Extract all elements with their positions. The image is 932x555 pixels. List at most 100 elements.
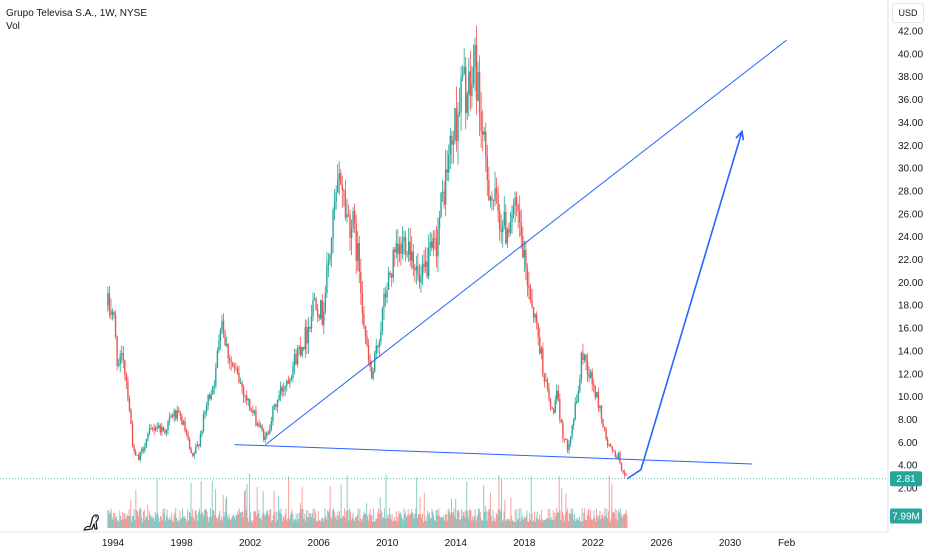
- volume-bar: [351, 517, 353, 528]
- candle-body: [207, 394, 209, 406]
- candle-body: [355, 222, 357, 261]
- volume-bar: [321, 517, 323, 528]
- candle-body: [187, 433, 189, 440]
- volume-bar: [501, 479, 503, 528]
- volume-bar: [152, 518, 154, 528]
- volume-bar: [309, 513, 311, 528]
- volume-bar: [544, 520, 546, 528]
- candle-body: [395, 243, 398, 253]
- volume-bar: [433, 514, 435, 528]
- candle-body: [543, 374, 546, 382]
- volume-bar: [417, 514, 419, 528]
- volume-bar: [407, 508, 409, 528]
- volume-bar: [499, 508, 501, 528]
- volume-bar: [244, 489, 246, 528]
- volume-bar: [450, 498, 452, 528]
- volume-bar: [108, 510, 110, 528]
- candle-body: [218, 340, 220, 351]
- volume-bar: [326, 519, 328, 528]
- candle-body: [492, 200, 495, 202]
- volume-bar: [276, 511, 278, 528]
- symbol-title[interactable]: Grupo Televisa S.A., 1W, NYSE: [6, 8, 147, 19]
- candle-body: [451, 135, 453, 145]
- candle-body: [344, 190, 347, 218]
- trend-line: [265, 39, 787, 445]
- volume-bar: [364, 513, 366, 528]
- volume-bar: [210, 516, 212, 528]
- candle-body: [272, 406, 274, 421]
- volume-bar: [539, 514, 541, 528]
- candle-body: [619, 452, 621, 463]
- candle-body: [316, 309, 319, 316]
- candle-body: [367, 345, 370, 360]
- candle-body: [136, 455, 138, 456]
- volume-bar: [569, 513, 571, 528]
- candle-body: [461, 73, 464, 78]
- volume-bar: [609, 521, 611, 528]
- candle-body: [511, 214, 513, 222]
- volume-bar: [212, 510, 214, 528]
- candle-body: [318, 315, 320, 319]
- volume-bar: [242, 510, 244, 528]
- candle-body: [165, 430, 168, 434]
- volume-bar: [176, 517, 178, 528]
- volume-bar: [171, 520, 173, 528]
- candle-body: [572, 419, 575, 426]
- volume-bar: [547, 508, 549, 528]
- volume-bar: [339, 518, 341, 528]
- volume-bar: [194, 509, 196, 528]
- candle-body: [284, 386, 286, 389]
- volume-bar: [390, 519, 392, 528]
- volume-bar: [541, 518, 543, 528]
- volume-bar: [519, 521, 521, 528]
- volume-bar: [600, 519, 602, 528]
- volume-bar: [375, 518, 377, 528]
- candle-body: [296, 349, 299, 365]
- tradingview-dino-icon[interactable]: [82, 512, 104, 532]
- volume-bar: [227, 518, 229, 528]
- candle-body: [363, 313, 365, 327]
- x-tick-label: 2022: [582, 538, 605, 549]
- volume-bar: [264, 516, 266, 528]
- volume-bar: [214, 514, 216, 528]
- volume-bar: [233, 516, 235, 528]
- volume-bar: [158, 517, 160, 528]
- volume-bar: [162, 509, 164, 528]
- candle-body: [335, 192, 337, 203]
- volume-bar: [595, 521, 597, 528]
- candle-body: [551, 406, 553, 410]
- volume-bar: [467, 511, 469, 528]
- candle-body: [361, 293, 364, 314]
- volume-label[interactable]: Vol: [6, 21, 20, 32]
- candle-body: [313, 298, 316, 301]
- volume-bar: [316, 521, 318, 528]
- volume-bar: [400, 512, 402, 528]
- candle-body: [477, 71, 479, 101]
- volume-bar: [416, 477, 418, 528]
- volume-bar: [335, 514, 337, 528]
- volume-bar: [475, 520, 477, 528]
- y-tick-label: 20.00: [898, 278, 923, 289]
- candle-body: [472, 67, 475, 84]
- volume-bar: [340, 484, 342, 528]
- currency-button[interactable]: USD: [892, 3, 924, 23]
- volume-bar: [311, 513, 313, 528]
- x-tick-label: 2002: [239, 538, 262, 549]
- volume-bar: [495, 513, 497, 528]
- volume-bar: [220, 520, 222, 528]
- volume-bar: [228, 513, 230, 528]
- candle-body: [600, 405, 603, 419]
- volume-bar: [273, 490, 275, 528]
- candle-body: [147, 433, 149, 440]
- candle-body: [332, 210, 334, 239]
- volume-bars: [107, 473, 628, 528]
- candle-body: [523, 249, 526, 258]
- candle-body: [323, 311, 325, 325]
- candle-body: [471, 83, 473, 96]
- candle-body: [529, 288, 532, 300]
- candle-body: [134, 451, 137, 456]
- candle-body: [608, 444, 610, 446]
- volume-bar: [330, 516, 332, 528]
